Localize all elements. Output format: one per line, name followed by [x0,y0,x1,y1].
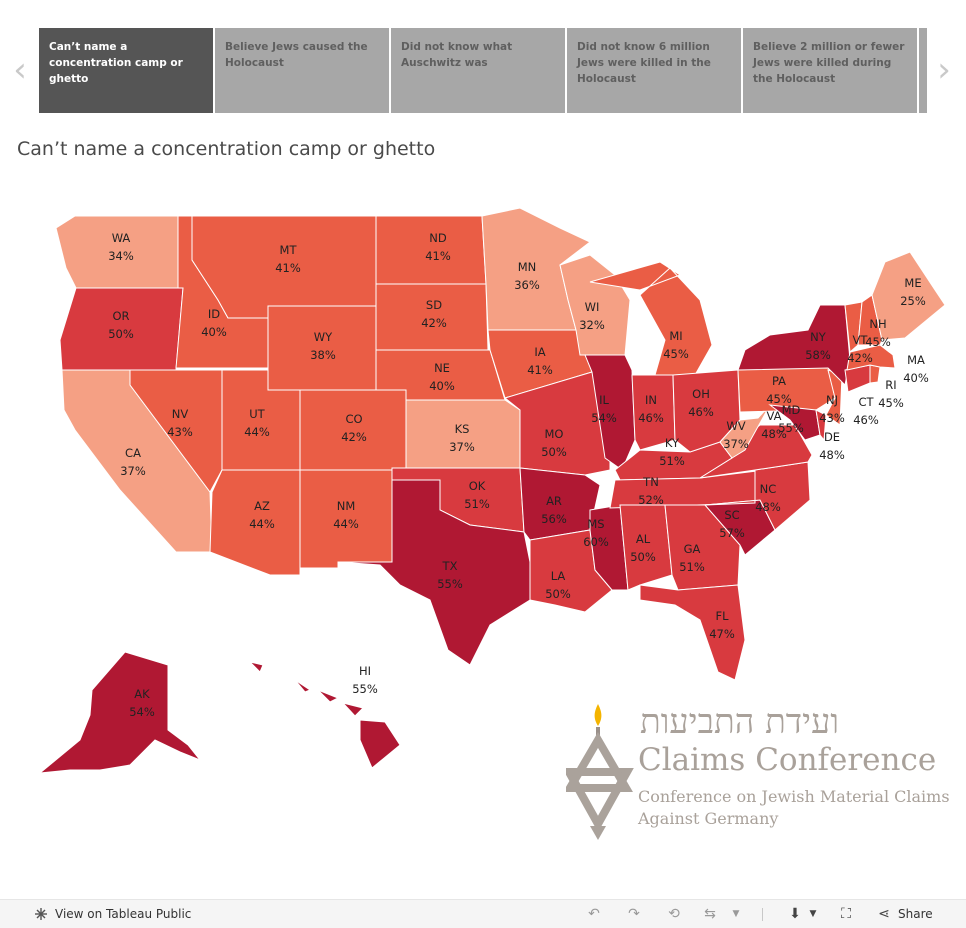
state-fl[interactable] [639,584,746,681]
view-on-tableau-link[interactable]: View on Tableau Public [55,907,192,921]
state-mi[interactable] [589,261,713,376]
refresh-icon[interactable]: ⇆ [704,906,716,922]
state-label-hi: HI 55% [352,664,378,696]
download-dropdown-chevron-down-icon[interactable]: ▼ [809,909,817,919]
state-label-oh: OH 46% [688,387,714,419]
state-label-ut: UT 44% [244,407,270,439]
state-label-wi: WI 32% [579,300,605,332]
undo-icon[interactable]: ↶ [588,906,600,922]
state-label-nc: NC 48% [755,482,781,514]
state-label-va: VA 48% [761,409,787,441]
state-label-ms: MS 60% [583,517,609,549]
state-in[interactable] [631,374,676,451]
state-label-al: AL 50% [630,532,656,564]
toolbar-divider [762,908,763,921]
state-label-de: DE 48% [819,430,845,462]
state-label-sd: SD 42% [421,298,447,330]
previous-tab-chevron-left-icon[interactable]: ‹ [13,50,27,90]
logo-hebrew-text: ועידת התביעות [640,702,840,742]
state-label-id: ID 40% [201,307,227,339]
revert-icon[interactable]: ⟲ [668,906,680,922]
state-label-ma: MA 40% [903,353,929,385]
logo-name: Claims Conference [638,742,937,778]
state-me[interactable] [871,251,946,341]
state-label-tx: TX 55% [437,559,463,591]
state-label-ga: GA 51% [679,542,705,574]
state-label-vt: VT 42% [847,333,873,365]
state-label-la: LA 50% [545,569,571,601]
state-label-wy: WY 38% [310,330,336,362]
tab-six-million[interactable]: Did not know 6 million Jews were killed … [567,28,741,113]
state-label-ny: NY 58% [805,330,831,362]
state-label-mi: MI 45% [663,329,689,361]
state-label-az: AZ 44% [249,499,275,531]
state-label-ar: AR 56% [541,494,567,526]
refresh-dropdown-chevron-down-icon[interactable]: ▼ [732,909,740,919]
share-button[interactable]: Share [898,907,933,921]
state-label-il: IL 54% [591,393,617,425]
us-choropleth-map: WA 34% OR 50% CA 37% ID 40% NV 43% MT 41% WY 38% UT 44%… [38,207,946,774]
state-label-ok: OK 51% [464,479,490,511]
state-label-nh: NH 45% [865,317,891,349]
state-va[interactable] [699,424,813,479]
state-label-tn: TN 52% [638,475,664,507]
state-hi[interactable] [248,661,401,769]
state-ri[interactable] [869,364,881,384]
state-label-mn: MN 36% [514,260,540,292]
state-label-co: CO 42% [341,412,367,444]
state-label-wa: WA 34% [108,231,134,263]
state-label-ks: KS 37% [449,422,475,454]
state-tx[interactable] [337,479,531,666]
state-nc[interactable] [704,461,811,531]
state-label-md: MD 55% [778,403,804,435]
state-al[interactable] [619,504,673,591]
tab-concentration-camp[interactable]: Can’t name a concentration camp or ghett… [39,28,213,113]
state-label-in: IN 46% [638,393,664,425]
claims-conference-logo-icon [566,704,634,840]
share-icon[interactable]: ⋖ [878,906,890,922]
fullscreen-icon[interactable]: ⛶ [841,906,851,922]
state-label-ky: KY 51% [659,436,685,468]
state-label-nd: ND 41% [425,231,451,263]
state-label-nj: NJ 43% [819,393,845,425]
tableau-logo-icon [35,908,47,920]
state-label-ri: RI 45% [878,378,904,410]
state-label-ca: CA 37% [120,446,146,478]
state-il[interactable] [584,354,636,471]
tab-two-million-or-fewer[interactable]: Believe 2 million or fewer Jews were kil… [743,28,917,113]
state-de[interactable] [815,409,827,442]
state-label-sc: SC 57% [719,508,745,540]
state-label-mo: MO 50% [541,427,567,459]
state-md[interactable] [768,404,821,441]
state-nv[interactable] [129,369,223,493]
state-ak[interactable] [38,651,202,774]
tab-overflow[interactable] [919,28,927,113]
tab-auschwitz[interactable]: Did not know what Auschwitz was [391,28,565,113]
state-label-ct: CT 46% [853,395,879,427]
tableau-toolbar: View on Tableau Public ↶ ↷ ⟲ ⇆ ▼ ⬇ ▼ ⛶ ⋖… [0,899,966,928]
state-label-mt: MT 41% [275,243,301,275]
state-nh[interactable] [857,294,883,346]
state-label-wv: WV 37% [723,419,749,451]
story-tabs: Can’t name a concentration camp or ghett… [39,28,927,113]
download-icon[interactable]: ⬇ [789,906,801,922]
logo-subtitle-line1: Conference on Jewish Material Claims [638,787,950,806]
state-label-ne: NE 40% [429,361,455,393]
state-label-nv: NV 43% [167,407,193,439]
logo-subtitle-line2: Against Germany [638,809,779,828]
state-label-or: OR 50% [108,309,134,341]
state-label-me: ME 25% [900,276,926,308]
next-tab-chevron-right-icon[interactable]: › [937,50,951,90]
tab-jews-caused-holocaust[interactable]: Believe Jews caused the Holocaust [215,28,389,113]
state-ma[interactable] [846,344,896,371]
state-label-pa: PA 45% [766,374,792,406]
state-label-nm: NM 44% [333,499,359,531]
page-title: Can’t name a concentration camp or ghett… [17,138,436,160]
state-label-fl: FL 47% [709,609,735,641]
state-label-ia: IA 41% [527,345,553,377]
state-label-ak: AK 54% [129,687,155,719]
redo-icon[interactable]: ↷ [628,906,640,922]
